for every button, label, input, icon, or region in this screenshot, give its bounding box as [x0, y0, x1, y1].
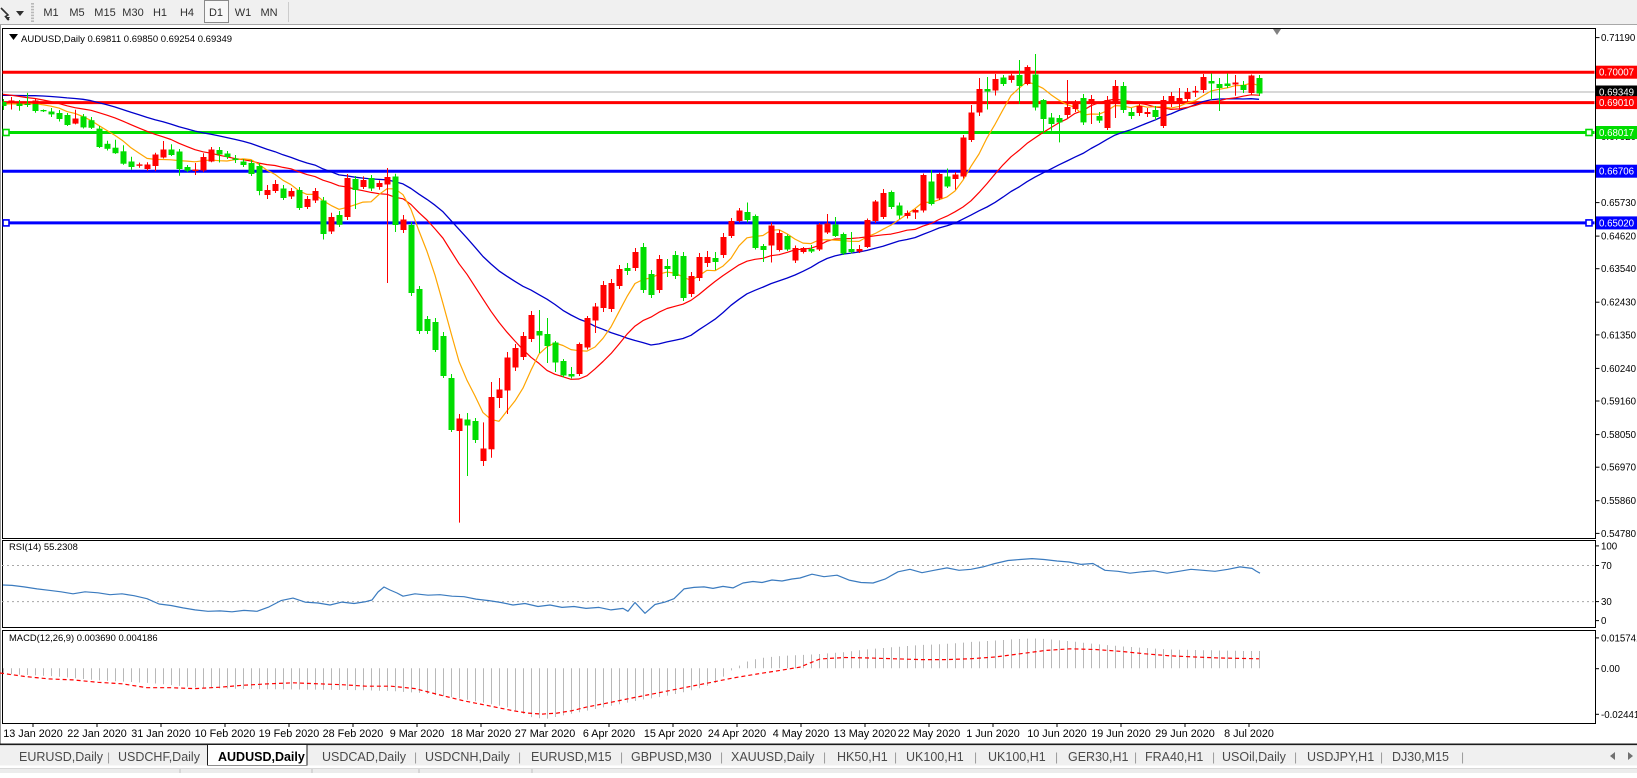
svg-text:XAUUSD,Daily: XAUUSD,Daily [731, 750, 815, 764]
svg-text:|: | [1294, 750, 1297, 764]
svg-text:|: | [974, 750, 977, 764]
svg-text:0.70007: 0.70007 [1599, 68, 1634, 79]
svg-text:H4: H4 [180, 7, 194, 19]
svg-text:USDJPY,H1: USDJPY,H1 [1307, 750, 1374, 764]
svg-text:DJ30,M15: DJ30,M15 [1392, 750, 1449, 764]
svg-text:EURUSD,Daily: EURUSD,Daily [19, 750, 104, 764]
svg-text:EURUSD,M15: EURUSD,M15 [531, 750, 612, 764]
svg-text:13 Jan 2020: 13 Jan 2020 [3, 728, 62, 740]
svg-text:4 May 2020: 4 May 2020 [773, 728, 829, 740]
svg-text:0.015741: 0.015741 [1601, 633, 1637, 644]
svg-text:|: | [1055, 750, 1058, 764]
svg-text:HK50,H1: HK50,H1 [837, 750, 888, 764]
svg-text:13 May 2020: 13 May 2020 [834, 728, 896, 740]
svg-text:8 Jul 2020: 8 Jul 2020 [1224, 728, 1274, 740]
svg-text:0.65020: 0.65020 [1599, 218, 1635, 229]
svg-text:USDCHF,Daily: USDCHF,Daily [118, 750, 201, 764]
svg-text:|: | [414, 750, 417, 764]
svg-text:100: 100 [1601, 541, 1618, 552]
svg-text:0.62430: 0.62430 [1601, 298, 1637, 309]
svg-text:15 Apr 2020: 15 Apr 2020 [644, 728, 702, 740]
svg-text:W1: W1 [235, 7, 252, 19]
svg-text:0.65730: 0.65730 [1601, 198, 1637, 209]
svg-text:|: | [720, 750, 723, 764]
svg-text:|: | [823, 750, 826, 764]
svg-text:GBPUSD,M30: GBPUSD,M30 [631, 750, 712, 764]
svg-text:9 Mar 2020: 9 Mar 2020 [390, 728, 445, 740]
svg-text:29 Jun 2020: 29 Jun 2020 [1155, 728, 1214, 740]
svg-text:22 Jan 2020: 22 Jan 2020 [67, 728, 126, 740]
svg-text:GER30,H1: GER30,H1 [1068, 750, 1128, 764]
svg-text:UK100,H1: UK100,H1 [906, 750, 964, 764]
svg-text:0.54780: 0.54780 [1601, 529, 1637, 540]
svg-text:19 Jun 2020: 19 Jun 2020 [1091, 728, 1150, 740]
svg-text:0.64620: 0.64620 [1601, 232, 1637, 243]
svg-text:31 Jan 2020: 31 Jan 2020 [131, 728, 190, 740]
svg-text:0.63540: 0.63540 [1601, 264, 1637, 275]
svg-text:0.68017: 0.68017 [1599, 128, 1634, 139]
svg-text:AUDUSD,Daily: AUDUSD,Daily [218, 750, 305, 764]
svg-text:0.71190: 0.71190 [1601, 33, 1636, 44]
svg-text:28 Feb 2020: 28 Feb 2020 [323, 728, 384, 740]
svg-text:M15: M15 [94, 7, 115, 19]
svg-text:|: | [1380, 750, 1383, 764]
svg-text:18 Mar 2020: 18 Mar 2020 [451, 728, 512, 740]
svg-text:0.60240: 0.60240 [1601, 364, 1637, 375]
svg-text:27 Mar 2020: 27 Mar 2020 [515, 728, 576, 740]
svg-text:USDCAD,Daily: USDCAD,Daily [322, 750, 407, 764]
svg-text:|: | [518, 750, 521, 764]
svg-text:MACD(12,26,9) 0.003690 0.00418: MACD(12,26,9) 0.003690 0.004186 [9, 632, 158, 643]
svg-text:USOil,Daily: USOil,Daily [1222, 750, 1287, 764]
svg-text:1 Jun 2020: 1 Jun 2020 [966, 728, 1019, 740]
svg-text:D1: D1 [209, 7, 223, 19]
svg-text:|: | [107, 750, 110, 764]
svg-text:|: | [1134, 750, 1137, 764]
svg-text:0.69010: 0.69010 [1599, 98, 1635, 109]
svg-text:6 Apr 2020: 6 Apr 2020 [583, 728, 635, 740]
svg-text:M1: M1 [43, 7, 58, 19]
svg-text:|: | [620, 750, 623, 764]
svg-text:0.59160: 0.59160 [1601, 397, 1637, 408]
svg-text:|: | [894, 750, 897, 764]
svg-text:30: 30 [1601, 597, 1612, 608]
svg-text:|: | [1461, 750, 1464, 764]
svg-text:0.66706: 0.66706 [1599, 167, 1634, 178]
svg-text:FRA40,H1: FRA40,H1 [1145, 750, 1203, 764]
svg-text:0.00: 0.00 [1601, 664, 1620, 675]
svg-text:0.58050: 0.58050 [1601, 430, 1637, 441]
svg-text:70: 70 [1601, 561, 1612, 572]
svg-text:-0.024412: -0.024412 [1601, 710, 1637, 721]
svg-text:UK100,H1: UK100,H1 [988, 750, 1046, 764]
svg-text:0.56970: 0.56970 [1601, 463, 1637, 474]
svg-text:H1: H1 [153, 7, 167, 19]
svg-text:M5: M5 [69, 7, 84, 19]
svg-text:MN: MN [260, 7, 277, 19]
svg-text:19 Feb 2020: 19 Feb 2020 [259, 728, 320, 740]
svg-text:AUDUSD,Daily 0.69811 0.69850: AUDUSD,Daily 0.69811 0.69850 0.69254 0.6… [21, 34, 232, 45]
svg-text:0.55860: 0.55860 [1601, 496, 1637, 507]
svg-text:22 May 2020: 22 May 2020 [898, 728, 960, 740]
svg-text:0.69349: 0.69349 [1599, 88, 1634, 99]
svg-text:USDCNH,Daily: USDCNH,Daily [425, 750, 510, 764]
svg-text:M30: M30 [122, 7, 143, 19]
svg-text:10 Feb 2020: 10 Feb 2020 [195, 728, 256, 740]
svg-text:0: 0 [1601, 616, 1607, 627]
svg-text:RSI(14) 55.2308: RSI(14) 55.2308 [9, 541, 78, 552]
svg-text:|: | [1212, 750, 1215, 764]
svg-text:0.61350: 0.61350 [1601, 330, 1637, 341]
svg-text:24 Apr 2020: 24 Apr 2020 [708, 728, 766, 740]
svg-text:10 Jun 2020: 10 Jun 2020 [1027, 728, 1086, 740]
